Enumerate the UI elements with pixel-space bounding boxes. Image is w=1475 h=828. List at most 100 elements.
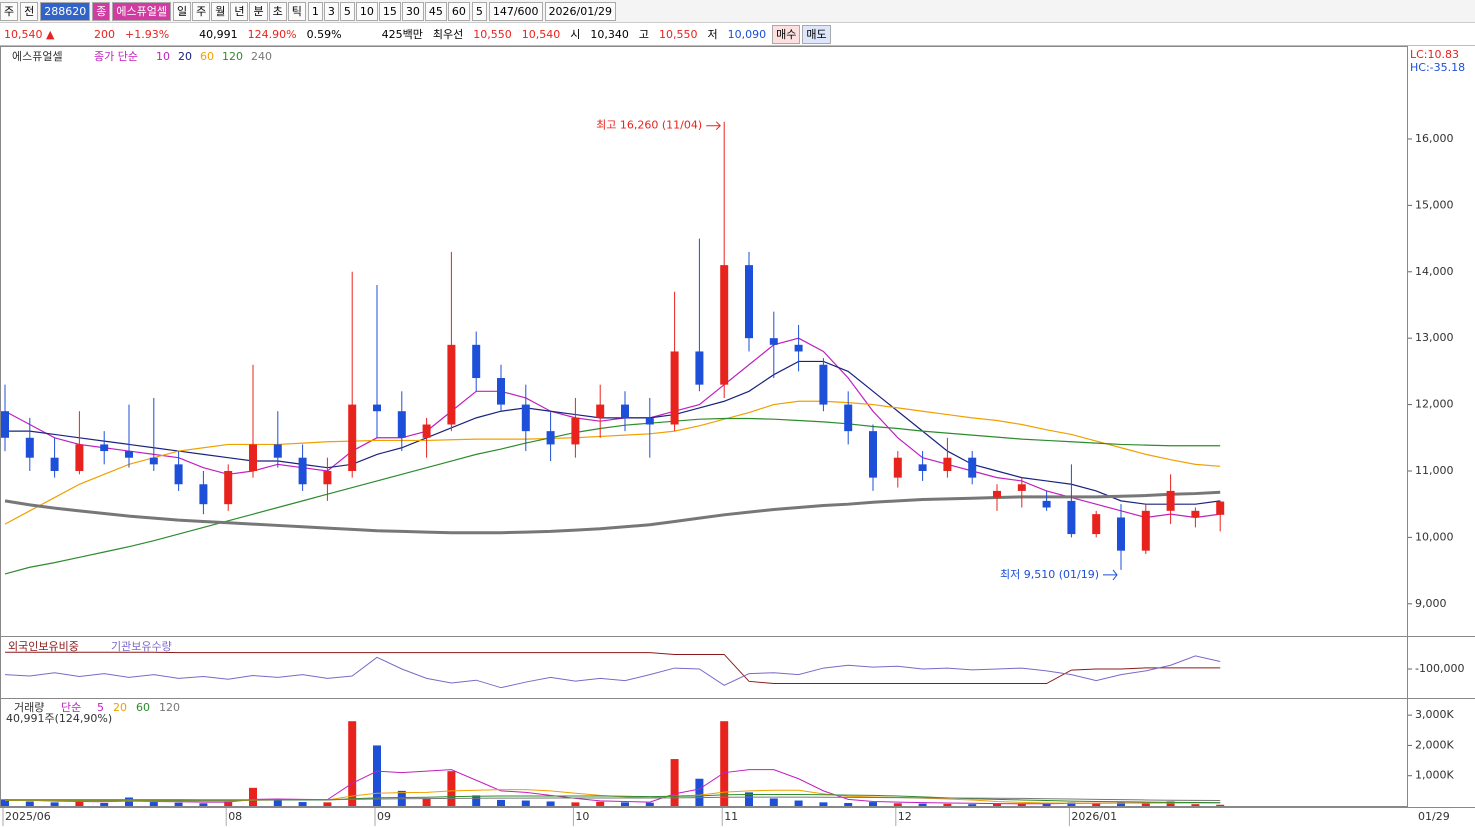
x-tick-label: 10 (575, 810, 589, 823)
volume-bar (174, 802, 183, 806)
volume-bar (968, 804, 977, 806)
volume-bar (943, 803, 952, 806)
volume-bar (794, 800, 803, 806)
x-tick-label: 2026/01 (1071, 810, 1117, 823)
volume-bar (224, 801, 233, 806)
sell-button[interactable]: 매도 (802, 24, 831, 44)
x-tick-label: 09 (377, 810, 391, 823)
candle-body (819, 364, 828, 405)
period-button[interactable]: 틱 (287, 1, 306, 21)
minute-button[interactable]: 3 (323, 1, 339, 21)
minute-button[interactable]: 60 (447, 1, 470, 21)
candle-body (25, 437, 34, 458)
period-button[interactable]: 일 (172, 1, 192, 21)
volume-bar (125, 797, 133, 806)
legend-entry: 240 (251, 50, 272, 63)
period-button[interactable]: 주 (192, 1, 211, 21)
date[interactable]: 2026/01/29 (544, 1, 616, 21)
candle-body (1092, 514, 1101, 535)
candle-body (645, 417, 654, 425)
legend-entry: 20 (178, 50, 192, 63)
volume-bar (869, 802, 877, 806)
candle-body (273, 444, 282, 458)
count[interactable]: 5 (471, 1, 487, 21)
volume-bar (1067, 802, 1076, 806)
volume-bar (25, 801, 34, 806)
period-button[interactable]: 년 (230, 1, 249, 21)
low: 10,090 (727, 27, 767, 41)
x-tick-label: 2025/06 (5, 810, 51, 823)
volume-bar (893, 803, 902, 806)
volume-bar (1141, 802, 1150, 806)
high: 10,550 (658, 27, 698, 41)
volume-bar (199, 803, 208, 806)
volume-bar (447, 771, 456, 806)
annotation: 최저 9,510 (01/19) (1000, 568, 1099, 581)
minute-button[interactable]: 10 (355, 1, 378, 21)
buy-button[interactable]: 매수 (772, 24, 801, 44)
candle-body (1166, 490, 1175, 511)
badge: 종 (92, 1, 111, 21)
volume-bar (571, 802, 580, 806)
volume-bar (720, 721, 729, 806)
volume-bar (373, 745, 381, 806)
candle-body (546, 431, 555, 445)
volume-bar (100, 802, 109, 806)
code-input[interactable]: 288620 (40, 1, 91, 21)
candle-body (1191, 510, 1200, 518)
volume-bar (472, 795, 481, 806)
stock-name[interactable]: 에스퓨얼셀 (112, 1, 171, 21)
volume-bar (1, 799, 9, 806)
candle-body (199, 484, 208, 505)
quote-bar: 10,540 ▲ 200 +1.93% 40,991 124.90% 0.59%… (0, 23, 1475, 46)
ma-line (4, 490, 1221, 535)
candle-body (1067, 500, 1076, 535)
minute-button[interactable]: 5 (339, 1, 355, 21)
volume-bar (1042, 803, 1051, 806)
candle-body (621, 404, 629, 418)
minute-button[interactable]: 1 (307, 1, 323, 21)
price: 10,540 ▲ (4, 27, 55, 41)
legend-entry: 120 (159, 701, 180, 714)
volume-ma-line (5, 796, 1221, 802)
range[interactable]: 147/600 (488, 1, 543, 21)
market[interactable]: 주 (0, 1, 19, 21)
candle-body (373, 404, 381, 412)
candle-body (75, 444, 84, 471)
minute-button[interactable]: 45 (424, 1, 447, 21)
legend-entry: 60 (136, 701, 150, 714)
bid: 10,540 (521, 27, 561, 41)
ma-line (5, 360, 1221, 505)
period-button[interactable]: 분 (249, 1, 268, 21)
y-tick-label: 15,000 (1415, 198, 1454, 211)
volume-bar (546, 801, 555, 806)
prefix[interactable]: 전 (20, 1, 39, 21)
volume-bar (769, 798, 778, 806)
candle-body (497, 378, 505, 405)
legend-entry: 120 (222, 50, 243, 63)
candle-body (596, 404, 605, 418)
volume-bar (50, 802, 59, 806)
period-button[interactable]: 월 (211, 1, 230, 21)
candle-body (249, 444, 257, 471)
candle-body (298, 457, 307, 485)
volume-bar (298, 802, 307, 806)
volume-ma-line (4, 769, 1221, 805)
volume-bar (1191, 804, 1200, 806)
volume: 40,991 (199, 27, 238, 41)
open-label: 시 (570, 28, 581, 41)
legend-entry: 5 (97, 701, 104, 714)
period-button[interactable]: 초 (268, 1, 287, 21)
legend-title: 거래량 (14, 701, 44, 714)
candle-body (50, 457, 59, 471)
y-tick-label: 14,000 (1415, 265, 1454, 278)
ma-line (4, 417, 1221, 575)
minute-button[interactable]: 30 (401, 1, 424, 21)
y-tick-label: 3,000K (1415, 708, 1454, 721)
legend-entry: 20 (113, 701, 127, 714)
volume-bar (521, 800, 530, 806)
volume-bar (1017, 803, 1026, 806)
ma-line (4, 400, 1221, 525)
minute-button[interactable]: 15 (378, 1, 401, 21)
